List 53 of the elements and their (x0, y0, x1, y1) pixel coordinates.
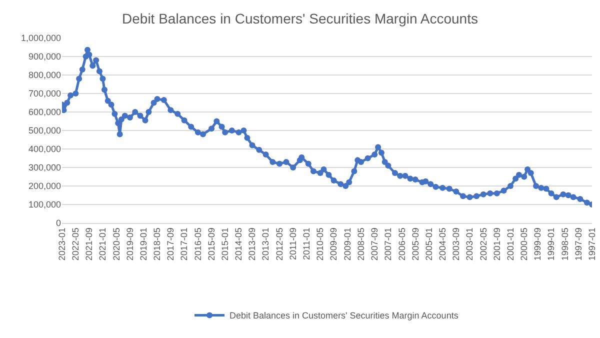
x-tick-label: 2007-09 (370, 228, 380, 261)
x-tick-label: 2014-05 (234, 228, 244, 261)
x-tick-label: 2006-05 (396, 228, 407, 261)
x-tick-label: 2011-01 (302, 228, 312, 260)
y-tick-label: 200,000 (28, 181, 61, 192)
x-tick-label: 2007-01 (383, 228, 394, 261)
x-tick-label: 1999-09 (532, 228, 543, 261)
x-tick-label: 2015-01 (220, 228, 230, 261)
x-tick-label: 2016-05 (192, 228, 203, 261)
x-tick-label: 2008-05 (356, 228, 366, 261)
x-tick-label: 2003-01 (464, 228, 475, 261)
x-tick-label: 2017-09 (166, 228, 176, 261)
x-tick-label: 1997-01 (586, 228, 597, 261)
x-tick-label: 2013-09 (247, 228, 258, 261)
y-tick-label: 800,000 (28, 70, 61, 80)
x-tick-label: 2009-09 (328, 228, 339, 261)
x-tick-label: 1999-01 (546, 228, 556, 261)
x-tick-label: 2005-09 (410, 228, 420, 261)
x-tick-label: 1998-05 (560, 228, 570, 261)
y-tick-label: 900,000 (28, 52, 61, 62)
y-tick-label: 400,000 (28, 144, 61, 154)
y-tick-label: 1,000,000 (20, 33, 61, 44)
x-tick-label: 2001-09 (492, 228, 502, 261)
legend-label: Debit Balances in Customers' Securities Margin Accounts (230, 310, 459, 321)
x-tick-label: 2021-01 (98, 228, 108, 261)
x-tick-label: 2023-01 (56, 228, 67, 261)
x-tick-label: 2003-09 (451, 228, 462, 261)
x-tick-label: 2001-01 (505, 228, 516, 261)
x-tick-label: 2017-01 (179, 228, 190, 261)
x-tick-label: 2020-05 (111, 228, 122, 261)
y-tick-label: 700,000 (28, 88, 61, 99)
y-tick-label: 100,000 (28, 200, 61, 210)
x-tick-label: 2018-05 (152, 228, 162, 261)
x-tick-label: 2019-09 (124, 228, 135, 261)
x-tick-label: 2021-09 (84, 228, 94, 261)
x-tick-label: 2013-01 (260, 228, 271, 261)
y-tick-label: 300,000 (28, 162, 61, 173)
x-tick-label: 1997-09 (573, 228, 584, 261)
x-tick-label: 2005-01 (424, 228, 434, 261)
chart-title: Debit Balances in Customers' Securities Margin Accounts (122, 10, 478, 26)
x-tick-label: 2012-05 (274, 228, 284, 261)
y-tick-label: 500,000 (28, 126, 61, 136)
y-tick-label: 0 (56, 218, 61, 228)
x-tick-label: 2019-01 (138, 228, 148, 261)
x-tick-label: 2015-09 (206, 228, 216, 261)
y-tick-label: 600,000 (28, 107, 61, 118)
x-tick-label: 2022-05 (70, 228, 81, 261)
x-tick-label: 2010-05 (315, 228, 326, 261)
x-tick-label: 2011-09 (288, 228, 298, 260)
x-tick-label: 2009-01 (342, 228, 352, 261)
x-tick-label: 2004-05 (438, 228, 448, 261)
x-tick-label: 2002-05 (478, 228, 488, 261)
x-tick-label: 2000-05 (519, 228, 530, 261)
